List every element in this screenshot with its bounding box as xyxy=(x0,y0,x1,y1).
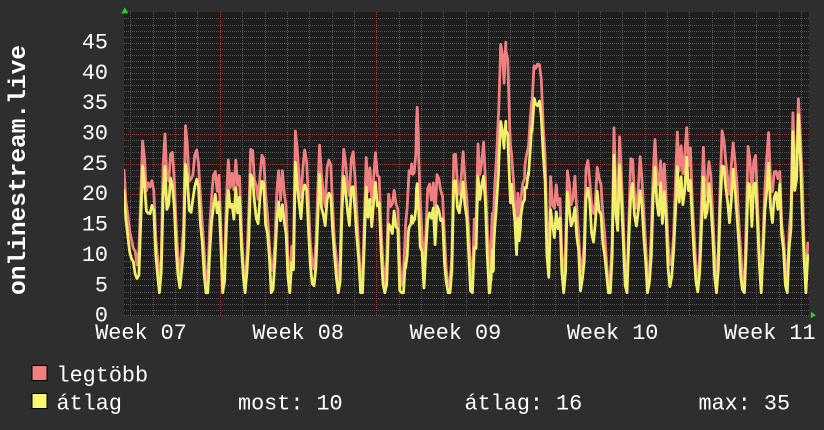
svg-text:Week 09: Week 09 xyxy=(410,321,502,346)
svg-text:max: 35: max: 35 xyxy=(699,391,791,416)
svg-text:Week 10: Week 10 xyxy=(567,321,659,346)
svg-text:5: 5 xyxy=(95,273,108,298)
svg-text:45: 45 xyxy=(82,31,108,56)
svg-text:20: 20 xyxy=(82,182,108,207)
svg-text:40: 40 xyxy=(82,61,108,86)
svg-text:25: 25 xyxy=(82,152,108,177)
svg-text:35: 35 xyxy=(82,91,108,116)
svg-text:Week 07: Week 07 xyxy=(95,321,187,346)
svg-text:Week 11: Week 11 xyxy=(724,321,816,346)
svg-text:10: 10 xyxy=(82,243,108,268)
svg-text:15: 15 xyxy=(82,213,108,238)
svg-text:most: 10: most: 10 xyxy=(238,391,343,416)
svg-text:Week 08: Week 08 xyxy=(252,321,344,346)
svg-text:0: 0 xyxy=(95,304,108,329)
svg-text:legtöbb: legtöbb xyxy=(57,363,149,388)
svg-text:onlinestream.live: onlinestream.live xyxy=(6,45,33,295)
svg-text:30: 30 xyxy=(82,122,108,147)
svg-text:átlag: 16: átlag: 16 xyxy=(465,391,583,416)
svg-text:átlag: átlag xyxy=(57,391,122,416)
